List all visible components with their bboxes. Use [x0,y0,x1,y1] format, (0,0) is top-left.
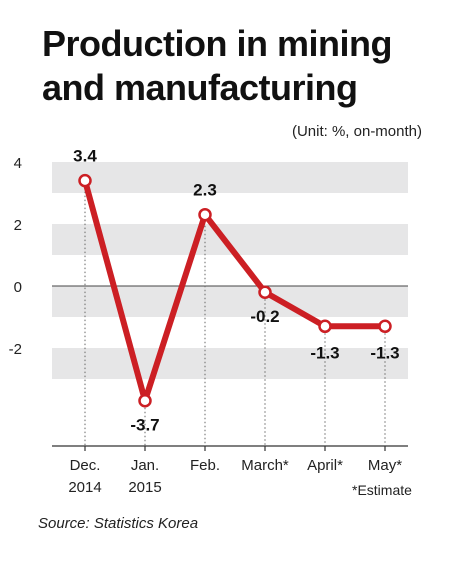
data-label-3: -0.2 [250,307,279,326]
x-tick-label-3-0: March* [241,457,289,474]
chart-title-line-1: Production in mining [42,23,392,64]
y-tick-label-2: 0 [14,279,22,296]
x-tick-label-1-1: 2015 [128,479,161,496]
unit-label: (Unit: %, on-month) [291,123,422,140]
grid-band-0 [52,162,408,193]
data-label-4: -1.3 [310,343,339,362]
x-tick-label-0-1: 2014 [68,479,101,496]
data-label-2: 2.3 [193,181,217,200]
data-point-2 [198,207,212,222]
x-tick-label-4-0: April* [307,457,343,474]
series-line [82,177,388,404]
data-point-3 [258,285,272,299]
estimate-note: *Estimate [352,482,412,498]
data-label-1: -3.7 [130,416,159,435]
data-point-1 [138,393,152,408]
grid-band-2 [52,286,408,317]
grid-band-3 [52,348,408,379]
chart-title-line-2: and manufacturing [42,67,358,108]
x-tick-label-2-0: Feb. [190,457,220,474]
data-point-4 [318,319,332,334]
x-tick-label-5-0: May* [368,457,402,474]
y-tick-label-3: -2 [9,341,22,358]
source-label: Source: Statistics Korea [38,515,199,532]
data-label-0: 3.4 [73,147,97,166]
data-point-5 [378,319,392,334]
data-label-5: -1.3 [370,343,399,362]
x-tick-label-1-0: Jan. [131,457,159,474]
data-point-0 [78,173,92,188]
chart-title: Production in mining and manufacturing [42,22,462,110]
y-tick-label-1: 2 [14,217,22,234]
x-tick-label-0-0: Dec. [70,457,101,474]
y-tick-label-0: 4 [14,155,22,172]
